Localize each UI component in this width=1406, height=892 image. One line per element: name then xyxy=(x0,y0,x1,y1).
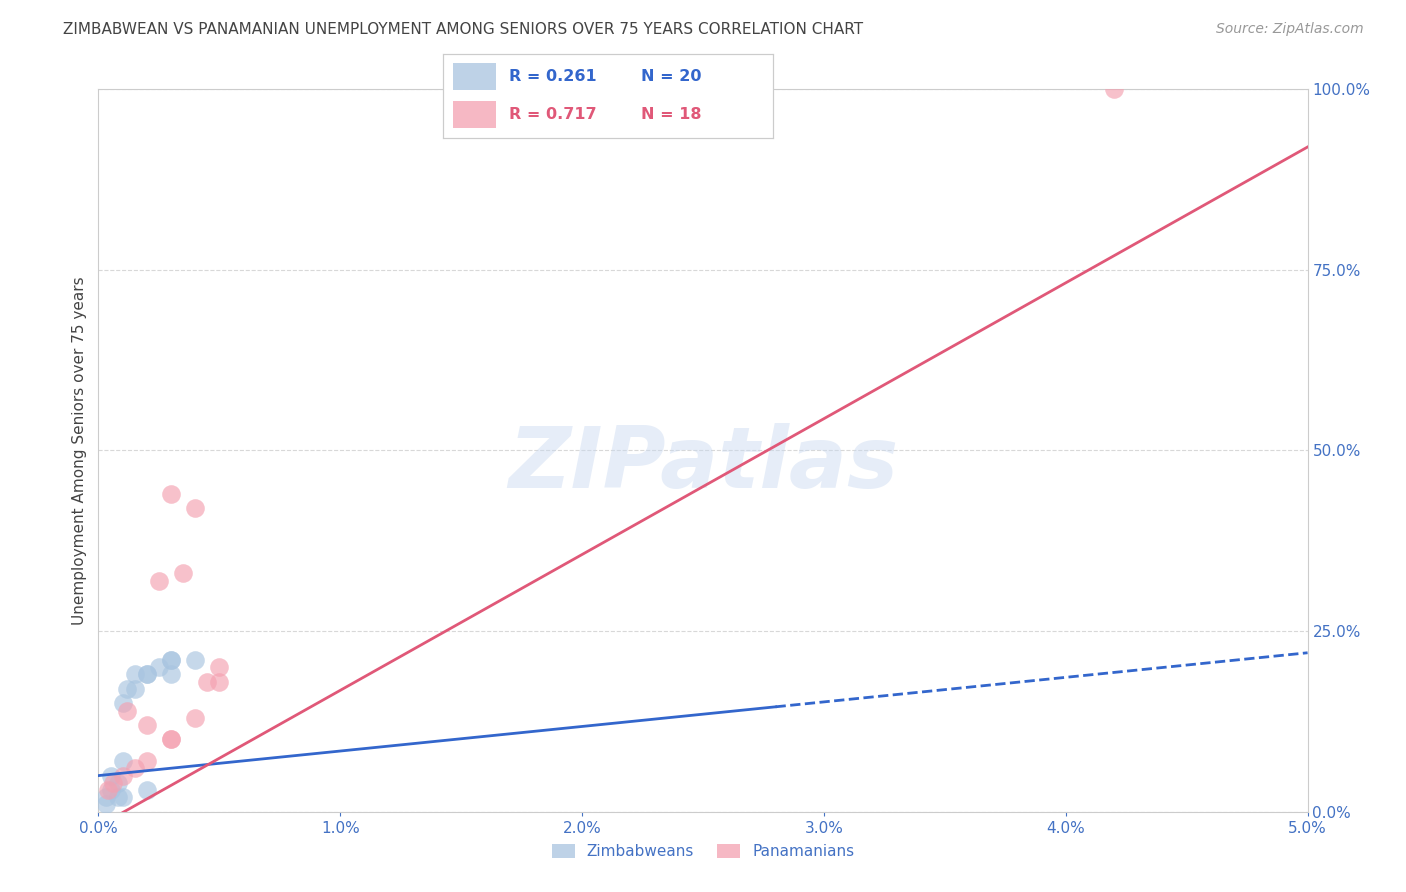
FancyBboxPatch shape xyxy=(453,101,496,128)
Text: Source: ZipAtlas.com: Source: ZipAtlas.com xyxy=(1216,22,1364,37)
Point xyxy=(184,653,207,667)
Point xyxy=(124,761,146,775)
Y-axis label: Unemployment Among Seniors over 75 years: Unemployment Among Seniors over 75 years xyxy=(72,277,87,624)
Point xyxy=(100,783,122,797)
Point xyxy=(172,566,194,581)
Point xyxy=(195,674,218,689)
Point xyxy=(160,732,183,747)
Point xyxy=(160,732,183,747)
Point xyxy=(135,667,157,681)
Text: ZIPatlas: ZIPatlas xyxy=(508,424,898,507)
Point xyxy=(160,653,183,667)
Text: ZIMBABWEAN VS PANAMANIAN UNEMPLOYMENT AMONG SENIORS OVER 75 YEARS CORRELATION CH: ZIMBABWEAN VS PANAMANIAN UNEMPLOYMENT AM… xyxy=(63,22,863,37)
Point xyxy=(135,718,157,732)
Point xyxy=(94,790,117,805)
Point xyxy=(135,754,157,768)
Point xyxy=(107,790,129,805)
Point xyxy=(135,667,157,681)
Text: N = 18: N = 18 xyxy=(641,107,702,122)
Point xyxy=(184,501,207,516)
Point xyxy=(111,769,134,783)
Text: R = 0.261: R = 0.261 xyxy=(509,69,596,84)
FancyBboxPatch shape xyxy=(453,62,496,90)
Point xyxy=(117,681,139,696)
Point xyxy=(117,704,139,718)
Point xyxy=(100,769,122,783)
Point xyxy=(184,711,207,725)
Point xyxy=(111,696,134,710)
Text: N = 20: N = 20 xyxy=(641,69,702,84)
Point xyxy=(124,681,146,696)
Point xyxy=(160,667,183,681)
Point xyxy=(148,574,170,588)
Point xyxy=(101,776,124,790)
Point xyxy=(160,653,183,667)
Point xyxy=(97,783,120,797)
Legend: Zimbabweans, Panamanians: Zimbabweans, Panamanians xyxy=(546,838,860,865)
Text: R = 0.717: R = 0.717 xyxy=(509,107,596,122)
Point xyxy=(111,754,134,768)
Point xyxy=(1102,82,1125,96)
Point xyxy=(208,674,231,689)
Point xyxy=(208,660,231,674)
Point xyxy=(148,660,170,674)
Point xyxy=(107,776,129,790)
Point xyxy=(94,797,117,812)
Point xyxy=(160,487,183,501)
Point xyxy=(135,783,157,797)
Point xyxy=(111,790,134,805)
Point xyxy=(124,667,146,681)
